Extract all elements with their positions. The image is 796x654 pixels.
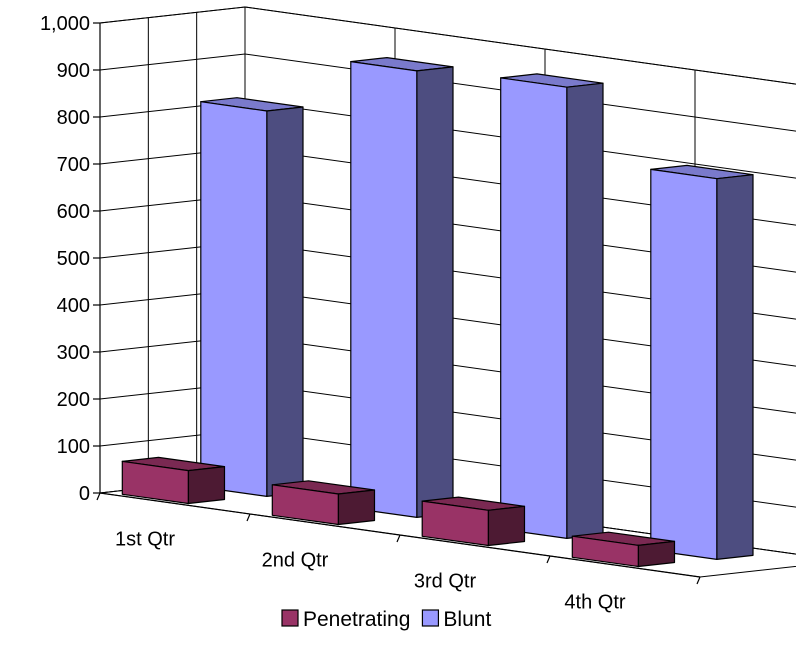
y-tick-label: 900 (57, 60, 90, 82)
legend-label-blunt: Blunt (443, 608, 491, 631)
category-axis-tick (396, 534, 401, 543)
category-axis-tick (546, 555, 551, 564)
bar-side-face (716, 174, 754, 561)
y-tick-label: 1,000 (40, 13, 90, 35)
legend-swatch-blunt (421, 609, 440, 627)
bar-side-face (266, 106, 304, 497)
legend-swatch-penetrating (281, 609, 299, 627)
x-tick-label: 3rd Qtr (414, 571, 477, 593)
legend-label-penetrating: Penetrating (303, 608, 410, 631)
category-axis-tick (96, 492, 101, 501)
bar-front-face (200, 101, 268, 497)
bar-front-face (571, 535, 639, 568)
y-tick-label: 400 (57, 295, 90, 317)
bar-blunt (350, 56, 454, 519)
y-tick-label: 700 (57, 154, 90, 176)
bar-side-face (416, 66, 454, 519)
bars (121, 56, 754, 568)
bar-penetrating (121, 456, 226, 505)
bar-blunt (200, 97, 304, 497)
bar-front-face (500, 77, 568, 540)
y-tick-label: 100 (57, 436, 90, 458)
category-axis-tick (246, 513, 251, 522)
y-tick-label: 0 (79, 483, 90, 505)
bar-side-face (187, 466, 226, 505)
bar-front-face (421, 500, 489, 547)
bar-penetrating (571, 531, 676, 568)
y-tick-label: 800 (57, 107, 90, 129)
bar-side-face (566, 82, 604, 540)
bar-penetrating (421, 496, 526, 547)
y-tick-label: 300 (57, 342, 90, 364)
legend: Penetrating Blunt (281, 608, 491, 631)
bar-side-face (337, 489, 376, 526)
bar-blunt (650, 164, 754, 561)
bar-blunt (500, 73, 604, 540)
x-tick-label: 1st Qtr (115, 529, 175, 551)
bar-front-face (271, 484, 339, 526)
axes (93, 22, 701, 585)
bar-front-face (650, 168, 718, 561)
bar-side-face (637, 540, 676, 568)
y-tick-label: 500 (57, 248, 90, 270)
bar-front-face (121, 460, 189, 505)
x-tick-label: 2nd Qtr (262, 550, 329, 572)
axis-labels: 0 100 200 300 400 500 600 700 800 900 1,000 1st Qtr… (40, 13, 626, 614)
category-axis-tick (696, 576, 701, 585)
y-tick-label: 200 (57, 389, 90, 411)
bar-penetrating (271, 480, 376, 526)
bar-front-face (350, 60, 418, 519)
x-tick-label: 4th Qtr (564, 592, 625, 614)
bar-side-face (487, 505, 526, 547)
y-tick-label: 600 (57, 201, 90, 223)
